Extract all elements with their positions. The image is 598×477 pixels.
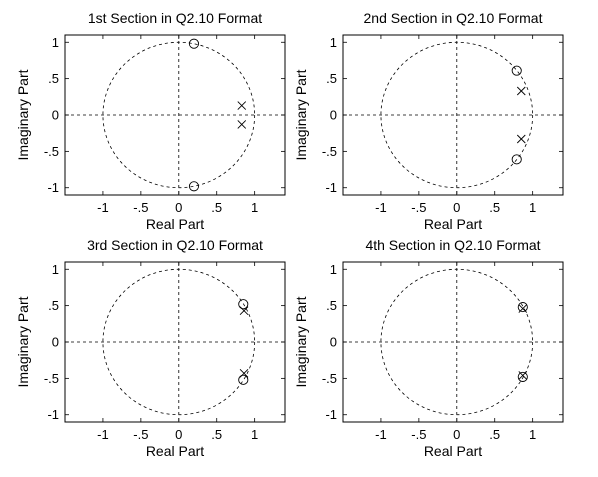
plot-area	[343, 35, 563, 195]
chart-title: 2nd Section in Q2.10 Format	[364, 10, 543, 26]
x-axis-label: Real Part	[146, 216, 204, 232]
pole-marker	[516, 134, 526, 144]
plot-area	[65, 35, 285, 195]
y-tick-label: 1	[52, 35, 59, 50]
x-tick-label: -1	[97, 200, 109, 215]
x-tick-label: 0	[453, 200, 460, 215]
y-axis-label: Imaginary Part	[293, 296, 309, 387]
zero-marker	[188, 181, 200, 192]
zero-marker	[511, 65, 522, 76]
y-tick-label: .5	[326, 298, 337, 313]
x-tick-label: -1	[97, 427, 109, 442]
y-tick-label: 1	[330, 262, 337, 277]
x-tick-label: 1	[251, 427, 258, 442]
y-tick-label: -.5	[44, 371, 59, 386]
y-tick-label: 0	[330, 335, 337, 350]
y-axis-label: Imaginary Part	[15, 69, 31, 160]
x-axis-label: Real Part	[424, 443, 482, 459]
x-axis-label: Real Part	[424, 216, 482, 232]
unit-circle	[102, 268, 256, 416]
pole-marker	[237, 101, 247, 110]
y-tick-label: 1	[52, 262, 59, 277]
x-tick-label: 1	[529, 200, 536, 215]
plot-area	[343, 262, 563, 422]
x-tick-label: -1	[375, 427, 387, 442]
chart-panel-3: -1 -.5 0 .5 1 -1 -.5 0 .5 1 3rd Section in Q2.10 F…	[15, 237, 286, 459]
y-tick-label: -.5	[44, 144, 59, 159]
y-tick-label: 1	[330, 35, 337, 50]
y-tick-label: 0	[52, 108, 59, 123]
x-tick-label: 0	[453, 427, 460, 442]
pole-marker	[518, 371, 528, 380]
y-tick-label: -.5	[322, 144, 337, 159]
zero-marker	[511, 154, 522, 165]
chart-panel-2: -1 -.5 0 .5 1 -1 -.5 0 .5 1 2nd Section in Q2.10 F…	[293, 10, 564, 232]
x-tick-label: -.5	[411, 200, 426, 215]
chart-title: 4th Section in Q2.10 Format	[365, 237, 540, 253]
pole-marker	[237, 120, 247, 129]
x-axis-label: Real Part	[146, 443, 204, 459]
x-tick-label: .5	[211, 427, 222, 442]
y-tick-label: .5	[48, 298, 59, 313]
x-tick-label: 1	[251, 200, 258, 215]
y-axis-label: Imaginary Part	[15, 296, 31, 387]
unit-circle	[380, 268, 534, 416]
chart-title: 1st Section in Q2.10 Format	[88, 10, 262, 26]
unit-circle	[380, 41, 534, 189]
chart-panel-4: -1 -.5 0 .5 1 -1 -.5 0 .5 1 4th Section in Q2.10 F…	[293, 237, 564, 459]
y-tick-label: -1	[325, 407, 337, 422]
y-tick-label: 0	[52, 335, 59, 350]
y-tick-label: 0	[330, 108, 337, 123]
x-tick-label: .5	[489, 427, 500, 442]
zero-marker	[238, 299, 249, 310]
x-tick-label: .5	[489, 200, 500, 215]
zero-marker	[238, 374, 249, 385]
chart-panel-1: -1 -.5 0 .5 1 -1 -.5 0 .5 1 1st Section in Q2.10 F…	[15, 10, 286, 232]
pole-marker	[239, 306, 249, 316]
plot-area	[65, 262, 285, 422]
y-tick-label: -.5	[322, 371, 337, 386]
y-tick-label: -1	[47, 180, 59, 195]
x-tick-label: -1	[375, 200, 387, 215]
x-tick-label: 0	[175, 200, 182, 215]
y-tick-label: -1	[325, 180, 337, 195]
pole-marker	[518, 304, 528, 313]
x-tick-label: 0	[175, 427, 182, 442]
y-tick-label: .5	[48, 71, 59, 86]
x-tick-label: .5	[211, 200, 222, 215]
unit-circle	[102, 41, 256, 189]
y-tick-label: -1	[47, 407, 59, 422]
zero-marker	[517, 302, 528, 313]
pole-marker	[516, 86, 526, 96]
y-tick-label: .5	[326, 71, 337, 86]
x-tick-label: -.5	[411, 427, 426, 442]
chart-title: 3rd Section in Q2.10 Format	[87, 237, 263, 253]
y-axis-label: Imaginary Part	[293, 69, 309, 160]
x-tick-label: -.5	[133, 200, 148, 215]
pole-marker	[239, 368, 249, 378]
zero-marker	[188, 38, 200, 49]
zero-marker	[517, 371, 528, 382]
x-tick-label: 1	[529, 427, 536, 442]
x-tick-label: -.5	[133, 427, 148, 442]
